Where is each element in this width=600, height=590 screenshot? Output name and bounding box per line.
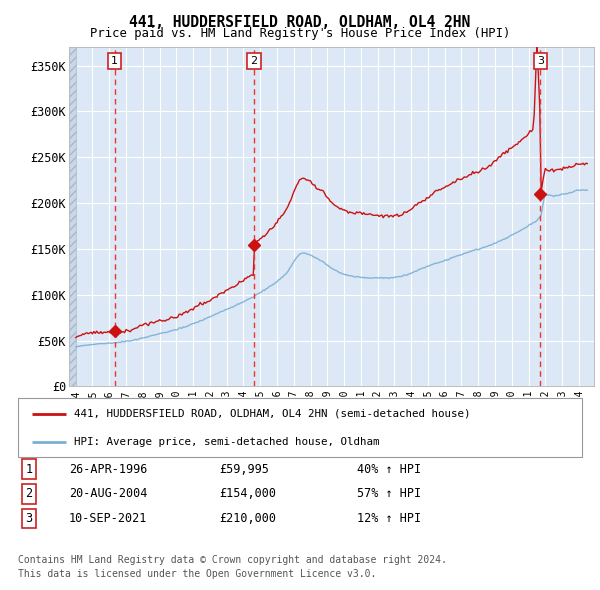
Text: This data is licensed under the Open Government Licence v3.0.: This data is licensed under the Open Gov… (18, 569, 376, 579)
Text: HPI: Average price, semi-detached house, Oldham: HPI: Average price, semi-detached house,… (74, 437, 380, 447)
Text: 40% ↑ HPI: 40% ↑ HPI (357, 463, 421, 476)
Text: Contains HM Land Registry data © Crown copyright and database right 2024.: Contains HM Land Registry data © Crown c… (18, 555, 447, 565)
Text: 3: 3 (25, 512, 32, 525)
Text: 26-APR-1996: 26-APR-1996 (69, 463, 148, 476)
Text: 57% ↑ HPI: 57% ↑ HPI (357, 487, 421, 500)
Text: 2: 2 (25, 487, 32, 500)
Text: 3: 3 (537, 55, 544, 65)
Text: 12% ↑ HPI: 12% ↑ HPI (357, 512, 421, 525)
Text: £154,000: £154,000 (219, 487, 276, 500)
Text: £59,995: £59,995 (219, 463, 269, 476)
Text: 2: 2 (250, 55, 257, 65)
Text: £210,000: £210,000 (219, 512, 276, 525)
Text: 1: 1 (25, 463, 32, 476)
FancyBboxPatch shape (18, 398, 582, 457)
Bar (69, 47, 76, 386)
Text: Price paid vs. HM Land Registry's House Price Index (HPI): Price paid vs. HM Land Registry's House … (90, 27, 510, 40)
Text: 10-SEP-2021: 10-SEP-2021 (69, 512, 148, 525)
Text: 20-AUG-2004: 20-AUG-2004 (69, 487, 148, 500)
Text: 441, HUDDERSFIELD ROAD, OLDHAM, OL4 2HN (semi-detached house): 441, HUDDERSFIELD ROAD, OLDHAM, OL4 2HN … (74, 409, 471, 418)
Text: 441, HUDDERSFIELD ROAD, OLDHAM, OL4 2HN: 441, HUDDERSFIELD ROAD, OLDHAM, OL4 2HN (130, 15, 470, 30)
Text: 1: 1 (111, 55, 118, 65)
